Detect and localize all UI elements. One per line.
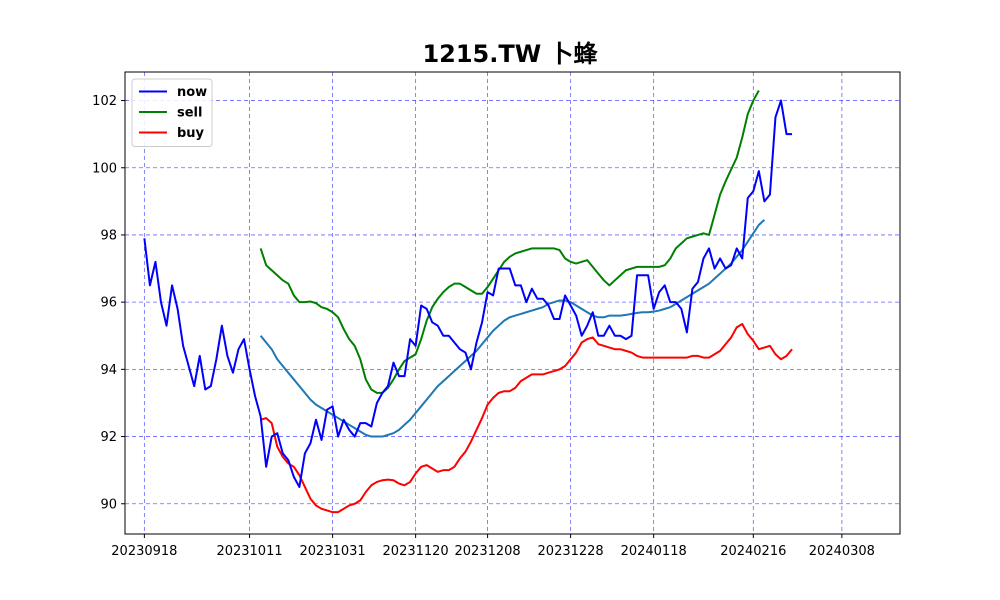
x-tick-label: 20231120 [383,544,449,559]
chart-title: 1215.TW 卜蜂 [422,40,598,68]
y-tick-label: 96 [100,296,117,311]
series-lines [143,89,793,514]
plot-frame [124,71,901,535]
y-tick-label: 102 [92,94,117,109]
legend-label-buy: buy [177,126,205,141]
y-tick-label: 94 [100,363,117,378]
grid [125,72,900,534]
y-tick-label: 92 [100,430,117,445]
series-line-sell [259,89,760,394]
x-tick-label: 20240118 [621,544,687,559]
x-tick-label: 20231208 [455,544,521,559]
legend: now sell buy [131,78,213,147]
y-axis: 90 92 94 96 98 100 102 [92,94,125,512]
x-tick-label: 20230918 [111,544,177,559]
plot-area [125,72,900,534]
y-tick-label: 90 [100,497,117,512]
legend-label-sell: sell [177,106,202,121]
series-line-now [143,99,793,488]
x-tick-label: 20231011 [216,544,282,559]
series-line-buy [260,323,793,514]
y-tick-label: 98 [100,228,117,243]
x-tick-label: 20240308 [809,544,875,559]
x-tick-label: 20240216 [720,544,786,559]
legend-label-now: now [177,85,207,100]
x-tick-label: 20231031 [300,544,366,559]
y-tick-label: 100 [92,161,117,176]
x-tick-label: 20231228 [538,544,604,559]
x-axis: 20230918 20231011 20231031 20231120 20231208… [111,534,875,559]
legend-box [131,78,213,147]
